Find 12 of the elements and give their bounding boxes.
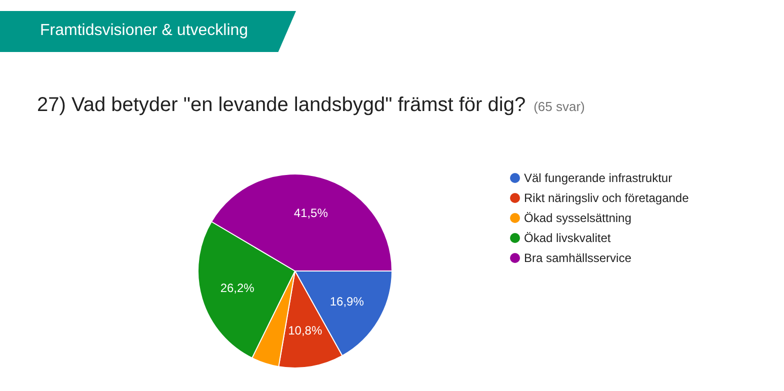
legend-label: Ökad sysselsättning xyxy=(524,211,632,225)
legend-label: Bra samhällsservice xyxy=(524,251,632,265)
data-label: 26,2% xyxy=(220,281,255,296)
data-label: 16,9% xyxy=(330,294,364,308)
section-tab: Framtidsvisioner & utveckling xyxy=(0,11,296,52)
legend-label: Rikt näringsliv och företagande xyxy=(524,191,689,205)
data-label: 41,5% xyxy=(294,206,328,220)
legend-label: Ökad livskvalitet xyxy=(524,231,611,245)
data-label: 10,8% xyxy=(288,323,322,338)
chart-subtitle: (65 svar) xyxy=(534,99,585,114)
legend-label: Väl fungerande infrastruktur xyxy=(524,171,672,185)
chart-title: 27) Vad betyder "en levande landsbygd" främst för dig? xyxy=(37,94,526,116)
